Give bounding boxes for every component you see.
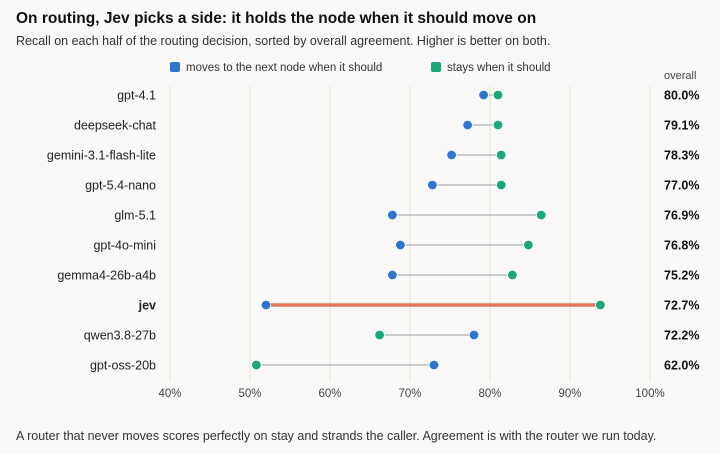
stay-point: [496, 179, 507, 191]
move-point: [428, 359, 440, 371]
chart-row: gpt-oss-20b 62.0%: [90, 359, 699, 373]
chart-row: gpt-4.1 80.0%: [117, 89, 699, 103]
chart-row: qwen3.8-27b 72.2%: [84, 329, 700, 343]
overall-value: 72.7%: [664, 299, 699, 313]
chart-subtitle: Recall on each half of the routing decis…: [16, 34, 551, 48]
category-label: glm-5.1: [114, 209, 156, 223]
legend: moves to the next node when it should st…: [170, 62, 551, 74]
move-point: [468, 329, 480, 341]
overall-value: 62.0%: [664, 359, 699, 373]
x-tick-label: 70%: [398, 388, 421, 400]
overall-value: 79.1%: [664, 119, 699, 133]
x-axis: 40% 50% 60% 70% 80% 90% 100%: [158, 388, 664, 400]
overall-value: 76.9%: [664, 209, 699, 223]
category-label: gpt-4.1: [117, 89, 156, 103]
x-tick-label: 40%: [158, 388, 181, 400]
category-label: gpt-oss-20b: [90, 359, 156, 373]
chart-title: On routing, Jev picks a side: it holds t…: [16, 10, 537, 27]
legend-label-move: moves to the next node when it should: [186, 62, 382, 74]
stay-point: [523, 239, 534, 251]
footnote: A router that never moves scores perfect…: [16, 429, 657, 443]
x-tick-label: 50%: [238, 388, 261, 400]
legend-swatch-move: [170, 62, 180, 72]
x-tick-label: 60%: [318, 388, 341, 400]
overall-value: 76.8%: [664, 239, 699, 253]
legend-swatch-stay: [431, 62, 441, 72]
category-label: gpt-4o-mini: [93, 239, 156, 253]
stay-point: [251, 359, 262, 371]
category-label: jev: [138, 299, 156, 313]
category-label: deepseek-chat: [74, 119, 157, 133]
category-label: gpt-5.4-nano: [85, 179, 156, 193]
move-point: [260, 299, 272, 311]
chart-row: deepseek-chat 79.1%: [74, 119, 699, 133]
gridlines: [169, 86, 651, 382]
x-tick-label: 100%: [635, 388, 664, 400]
chart-row: gemma4-26b-a4b 75.2%: [57, 269, 699, 283]
stay-point: [374, 329, 385, 341]
category-label: gemini-3.1-flash-lite: [47, 149, 156, 163]
move-point: [427, 179, 438, 191]
move-point: [387, 269, 398, 281]
overall-header: overall: [664, 70, 696, 82]
x-tick-label: 90%: [558, 388, 581, 400]
stay-point: [492, 89, 504, 101]
stay-point: [507, 269, 518, 281]
chart-row: glm-5.1 76.9%: [114, 209, 699, 223]
chart-row: gemini-3.1-flash-lite 78.3%: [47, 149, 700, 163]
move-point: [395, 239, 406, 251]
overall-value: 72.2%: [664, 329, 699, 343]
category-label: gemma4-26b-a4b: [57, 269, 156, 283]
chart-row: jev 72.7%: [138, 299, 700, 313]
x-tick-label: 80%: [478, 388, 501, 400]
overall-value: 77.0%: [664, 179, 699, 193]
move-point: [462, 119, 473, 131]
legend-label-stay: stays when it should: [447, 62, 551, 74]
overall-value: 80.0%: [664, 89, 699, 103]
chart-row: gpt-5.4-nano 77.0%: [85, 179, 699, 193]
overall-value: 75.2%: [664, 269, 699, 283]
overall-value: 78.3%: [664, 149, 699, 163]
chart-rows: gpt-4.1 80.0% deepseek-chat 79.1% gemini-3.1…: [47, 89, 700, 373]
chart-row: gpt-4o-mini 76.8%: [93, 239, 699, 253]
stay-point: [492, 119, 504, 131]
stay-point: [595, 299, 606, 311]
category-label: qwen3.8-27b: [84, 329, 156, 343]
move-point: [446, 149, 457, 161]
move-point: [387, 209, 398, 221]
move-point: [478, 89, 489, 101]
stay-point: [536, 209, 547, 221]
stay-point: [496, 149, 507, 161]
